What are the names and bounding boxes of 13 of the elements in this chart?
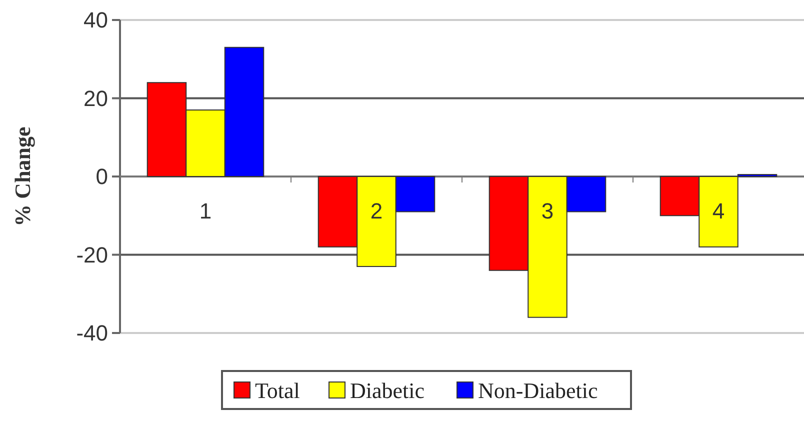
x-tick-label: 3 [541,198,554,224]
y-tick-label: -20 [76,242,108,268]
legend-label: Diabetic [350,378,425,403]
y-tick-label: 20 [84,86,108,111]
y-tick-label: 40 [84,8,108,33]
x-tick-label: 1 [199,198,212,224]
y-tick-label: 0 [96,164,108,190]
x-tick-label: 4 [712,198,725,224]
legend-label: Total [255,378,300,403]
x-tick-label: 2 [370,198,383,224]
y-tick-label: -40 [76,320,108,346]
legend-label: Non-Diabetic [478,378,598,403]
y-axis-title: % Change [10,126,35,226]
